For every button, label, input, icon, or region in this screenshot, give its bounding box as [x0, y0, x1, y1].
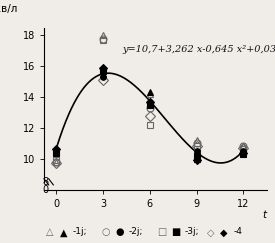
Text: -2j;: -2j;	[129, 227, 143, 236]
Text: ■: ■	[171, 227, 180, 237]
Text: -3j;: -3j;	[184, 227, 199, 236]
Text: ▲: ▲	[60, 227, 67, 237]
Text: △: △	[46, 227, 54, 237]
Text: 0: 0	[43, 184, 49, 195]
Y-axis label: мэкв/л: мэкв/л	[0, 4, 17, 14]
X-axis label: t: t	[263, 210, 267, 220]
Text: □: □	[158, 227, 167, 237]
Text: -4: -4	[233, 227, 242, 236]
Text: ○: ○	[102, 227, 111, 237]
Text: ●: ●	[115, 227, 124, 237]
Text: ◇: ◇	[207, 227, 214, 237]
Text: ◆: ◆	[220, 227, 227, 237]
Text: 8: 8	[43, 177, 49, 187]
Text: y=10,7+3,262 x-0,645 x²+0,031 x³: y=10,7+3,262 x-0,645 x²+0,031 x³	[122, 44, 275, 53]
Text: -1j;: -1j;	[73, 227, 87, 236]
